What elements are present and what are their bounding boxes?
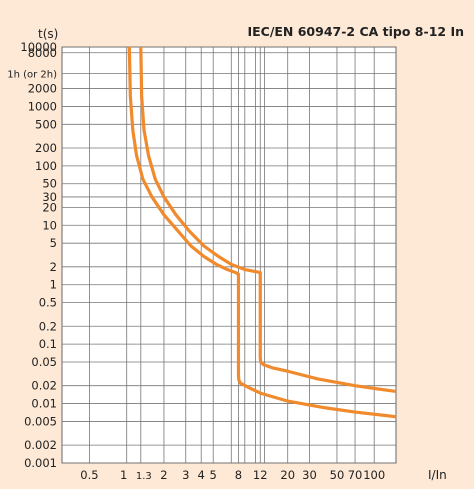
y-tick-label: 500 — [35, 117, 57, 131]
x-tick-label: 20 — [280, 468, 295, 482]
x-tick-label: 30 — [302, 468, 317, 482]
y-tick-label: 2000 — [28, 82, 57, 96]
x-tick-labels: 0.5 1 1.3 2 3 4 5 8 12 20 30 50 70 100 — [80, 468, 385, 482]
y-tick-label: 0.02 — [31, 379, 57, 393]
y-tick-label: 0.1 — [39, 337, 57, 351]
y-tick-label: 0.001 — [24, 456, 57, 470]
grid-lines — [62, 46, 396, 464]
x-tick-label: 12 — [253, 468, 268, 482]
y-tick-label: 200 — [35, 141, 57, 155]
x-tick-label: 5 — [210, 468, 217, 482]
x-tick-label: 3 — [182, 468, 189, 482]
y-tick-label: 0.002 — [24, 438, 57, 452]
x-tick-label: 1.3 — [136, 471, 152, 482]
y-axis-label: t(s) — [38, 27, 58, 41]
y-tick-label: 0.05 — [31, 355, 57, 369]
x-tick-label: 8 — [235, 468, 242, 482]
x-tick-label: 2 — [160, 468, 167, 482]
y-tick-label: 1h (or 2h) — [7, 69, 57, 80]
y-tick-label: 10 — [42, 218, 57, 232]
y-tick-label: 20 — [42, 200, 57, 214]
x-tick-label: 4 — [198, 468, 205, 482]
x-tick-label: 1 — [120, 468, 127, 482]
chart-title: IEC/EN 60947-2 CA tipo 8-12 In — [247, 24, 464, 39]
x-tick-label: 50 — [330, 468, 345, 482]
y-tick-label: 10000 — [20, 40, 57, 54]
y-tick-label: 1000 — [28, 99, 57, 113]
y-tick-label: 0.005 — [24, 414, 57, 428]
y-tick-label: 30 — [42, 190, 57, 204]
y-tick-label: 50 — [42, 177, 57, 191]
x-tick-label: 100 — [363, 468, 385, 482]
lower-trip-curve — [127, 47, 396, 419]
y-tick-label: 1 — [50, 278, 57, 292]
y-tick-label: 0.01 — [31, 397, 57, 411]
curves — [127, 47, 396, 419]
plot-area — [61, 46, 397, 464]
y-tick-label: 100 — [35, 159, 57, 173]
y-tick-label: 8000 — [28, 46, 57, 60]
y-tick-label: 0.2 — [39, 319, 57, 333]
x-tick-label: 70 — [348, 468, 363, 482]
upper-trip-curve — [139, 47, 396, 394]
y-tick-label: 2 — [50, 260, 57, 274]
x-tick-label: 0.5 — [80, 468, 98, 482]
y-tick-label: 0.5 — [39, 296, 57, 310]
x-axis-label: I/In — [428, 468, 447, 482]
y-tick-label: 5 — [50, 236, 57, 250]
